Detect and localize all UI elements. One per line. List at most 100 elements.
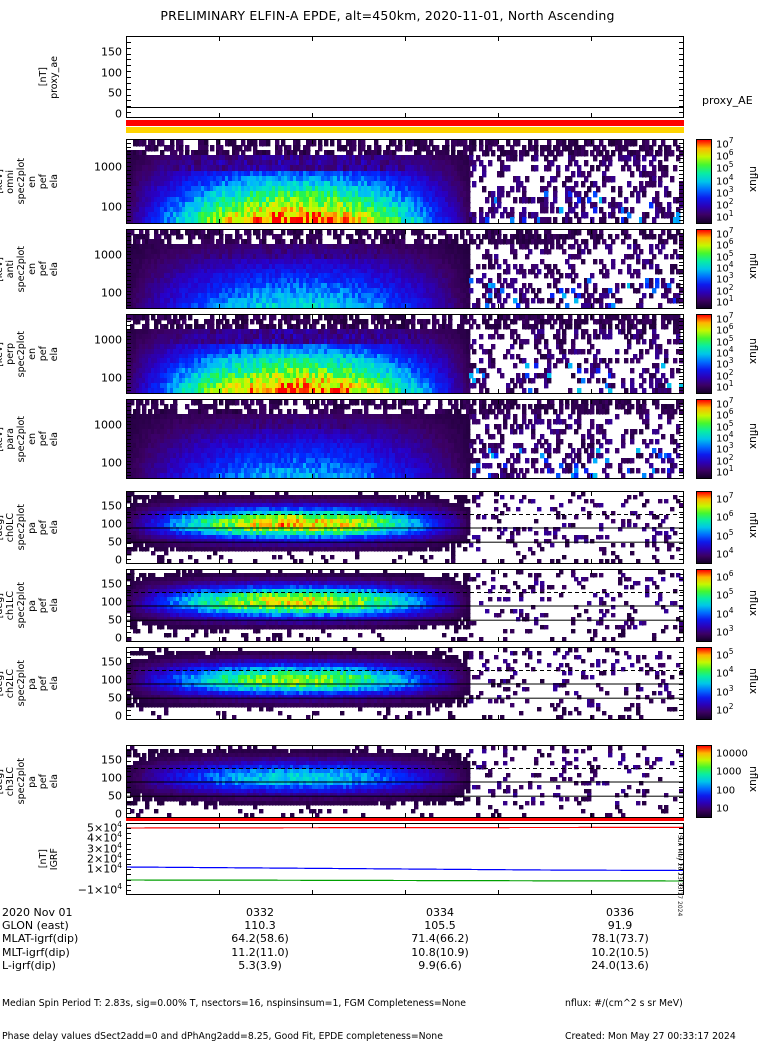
y-tick-label: 0 [115,631,122,645]
y-tick-mark [126,554,131,555]
x-tick-mark [498,715,499,720]
panel-plot-area-en-omni[interactable] [127,140,683,223]
x-tick-mark [591,314,592,319]
panel-plot-area-en-perp[interactable] [127,315,683,393]
panel-plot-area-en-para[interactable] [127,400,683,478]
y-tick-mark [126,797,131,798]
panel-yticks-pa-ch1lc: 0 50 100 150 [58,569,122,645]
y-tick-mark [126,269,131,270]
y-tick-mark [126,343,131,344]
y-tick-mark [679,265,684,266]
panel-pa-ch2lc[interactable] [126,647,684,720]
ylabel-line: [deg] [0,514,5,541]
y-tick-mark [679,501,684,502]
colorbar-tick-label: 101 [716,464,734,479]
panel-plot-area-proxy-ae[interactable] [127,37,683,117]
panel-ylabel-pa-ch2lc: [deg] ch2LC spec2plot pa pef ela [0,647,60,720]
y-tick-mark [679,318,684,319]
y-tick-mark [679,71,684,72]
x-tick-mark [405,139,406,144]
table-cell: 9.9(6.6) [418,958,462,972]
y-tick-mark [126,166,131,167]
y-tick-mark [126,347,131,348]
x-tick-mark [405,314,406,319]
colorbar-tick-label: 104 [716,605,734,621]
y-tick-mark [126,170,131,171]
y-tick-mark [679,844,684,845]
y-tick-mark [679,421,684,422]
x-tick-mark [312,813,313,818]
y-tick-label: 2×104 [87,850,122,866]
y-tick-mark [126,414,131,415]
y-tick-mark [126,750,131,751]
y-tick-mark [679,668,684,669]
x-tick-mark [219,219,220,224]
colorbar-tick-label: 102 [716,368,734,383]
x-tick-mark [219,559,220,564]
y-tick-mark [126,838,131,839]
y-tick-mark [679,406,684,407]
panel-plot-area-en-anti[interactable] [127,230,683,308]
panel-pa-ch0lc[interactable] [126,491,684,564]
y-tick-mark [679,193,684,194]
y-tick-mark [126,652,131,653]
y-tick-mark [679,305,684,306]
panel-pa-ch1lc[interactable] [126,569,684,642]
panel-en-para[interactable] [126,399,684,479]
ylabel-line: spec2plot [16,504,27,551]
panel-plot-area-pa-ch3lc[interactable] [127,746,683,817]
y-tick-mark [679,528,684,529]
y-tick-mark [126,100,131,101]
y-tick-mark [126,162,131,163]
y-tick-mark [126,787,131,788]
y-tick-mark [126,517,131,518]
colorbar-tick-label: 105 [716,527,734,543]
y-tick-mark [126,240,131,241]
panel-en-perp[interactable] [126,314,684,394]
ylabel-line: [deg] [0,592,5,619]
panel-plot-area-pa-ch1lc[interactable] [127,570,683,641]
y-tick-mark [679,178,684,179]
y-tick-mark [126,216,131,217]
y-tick-mark [679,240,684,241]
y-tick-mark [679,813,684,814]
y-tick-label: 100 [101,517,122,531]
x-tick-mark [312,491,313,496]
y-tick-mark [126,387,131,388]
colorbar-tick-label: 104 [716,260,734,275]
panel-plot-area-pa-ch0lc[interactable] [127,492,683,563]
footer-left: Median Spin Period T: 2.83s, sig=0.00% T… [2,976,466,1064]
y-tick-mark [679,704,684,705]
x-tick-mark [498,219,499,224]
ylabel-line: spec2plot [16,660,27,707]
y-tick-mark [679,595,684,596]
colorbar-ticks-en-para: 107 106 105 104 103 102 101 [696,397,766,479]
y-tick-mark [126,284,131,285]
panel-pa-ch3lc[interactable] [126,745,684,818]
y-tick-mark [679,216,684,217]
panel-plot-area-pa-ch2lc[interactable] [127,648,683,719]
panel-proxy-ae[interactable] [126,36,684,118]
panel-en-anti[interactable] [126,229,684,309]
y-tick-mark [679,273,684,274]
ylabel-line: [keV] [0,256,5,282]
x-tick-mark [312,229,313,234]
panel-en-omni[interactable] [126,139,684,224]
y-tick-mark [679,859,684,860]
x-tick-mark [219,715,220,720]
y-tick-mark [679,715,684,716]
x-tick-mark [219,229,220,234]
table-row-label: GLON (east) [2,919,69,933]
panel-plot-area-igrf[interactable] [127,824,683,894]
colorbar-label-pa-ch3lc: nflux [747,765,759,792]
y-tick-mark [679,325,684,326]
y-tick-mark [679,632,684,633]
y-tick-label: 3×104 [87,840,122,856]
y-tick-mark [679,443,684,444]
panel-igrf[interactable] [126,823,684,895]
y-tick-mark [679,343,684,344]
y-tick-mark [679,383,684,384]
x-tick-mark [219,813,220,818]
ylabel-line: ch2LC [5,668,16,699]
y-tick-mark [126,151,131,152]
